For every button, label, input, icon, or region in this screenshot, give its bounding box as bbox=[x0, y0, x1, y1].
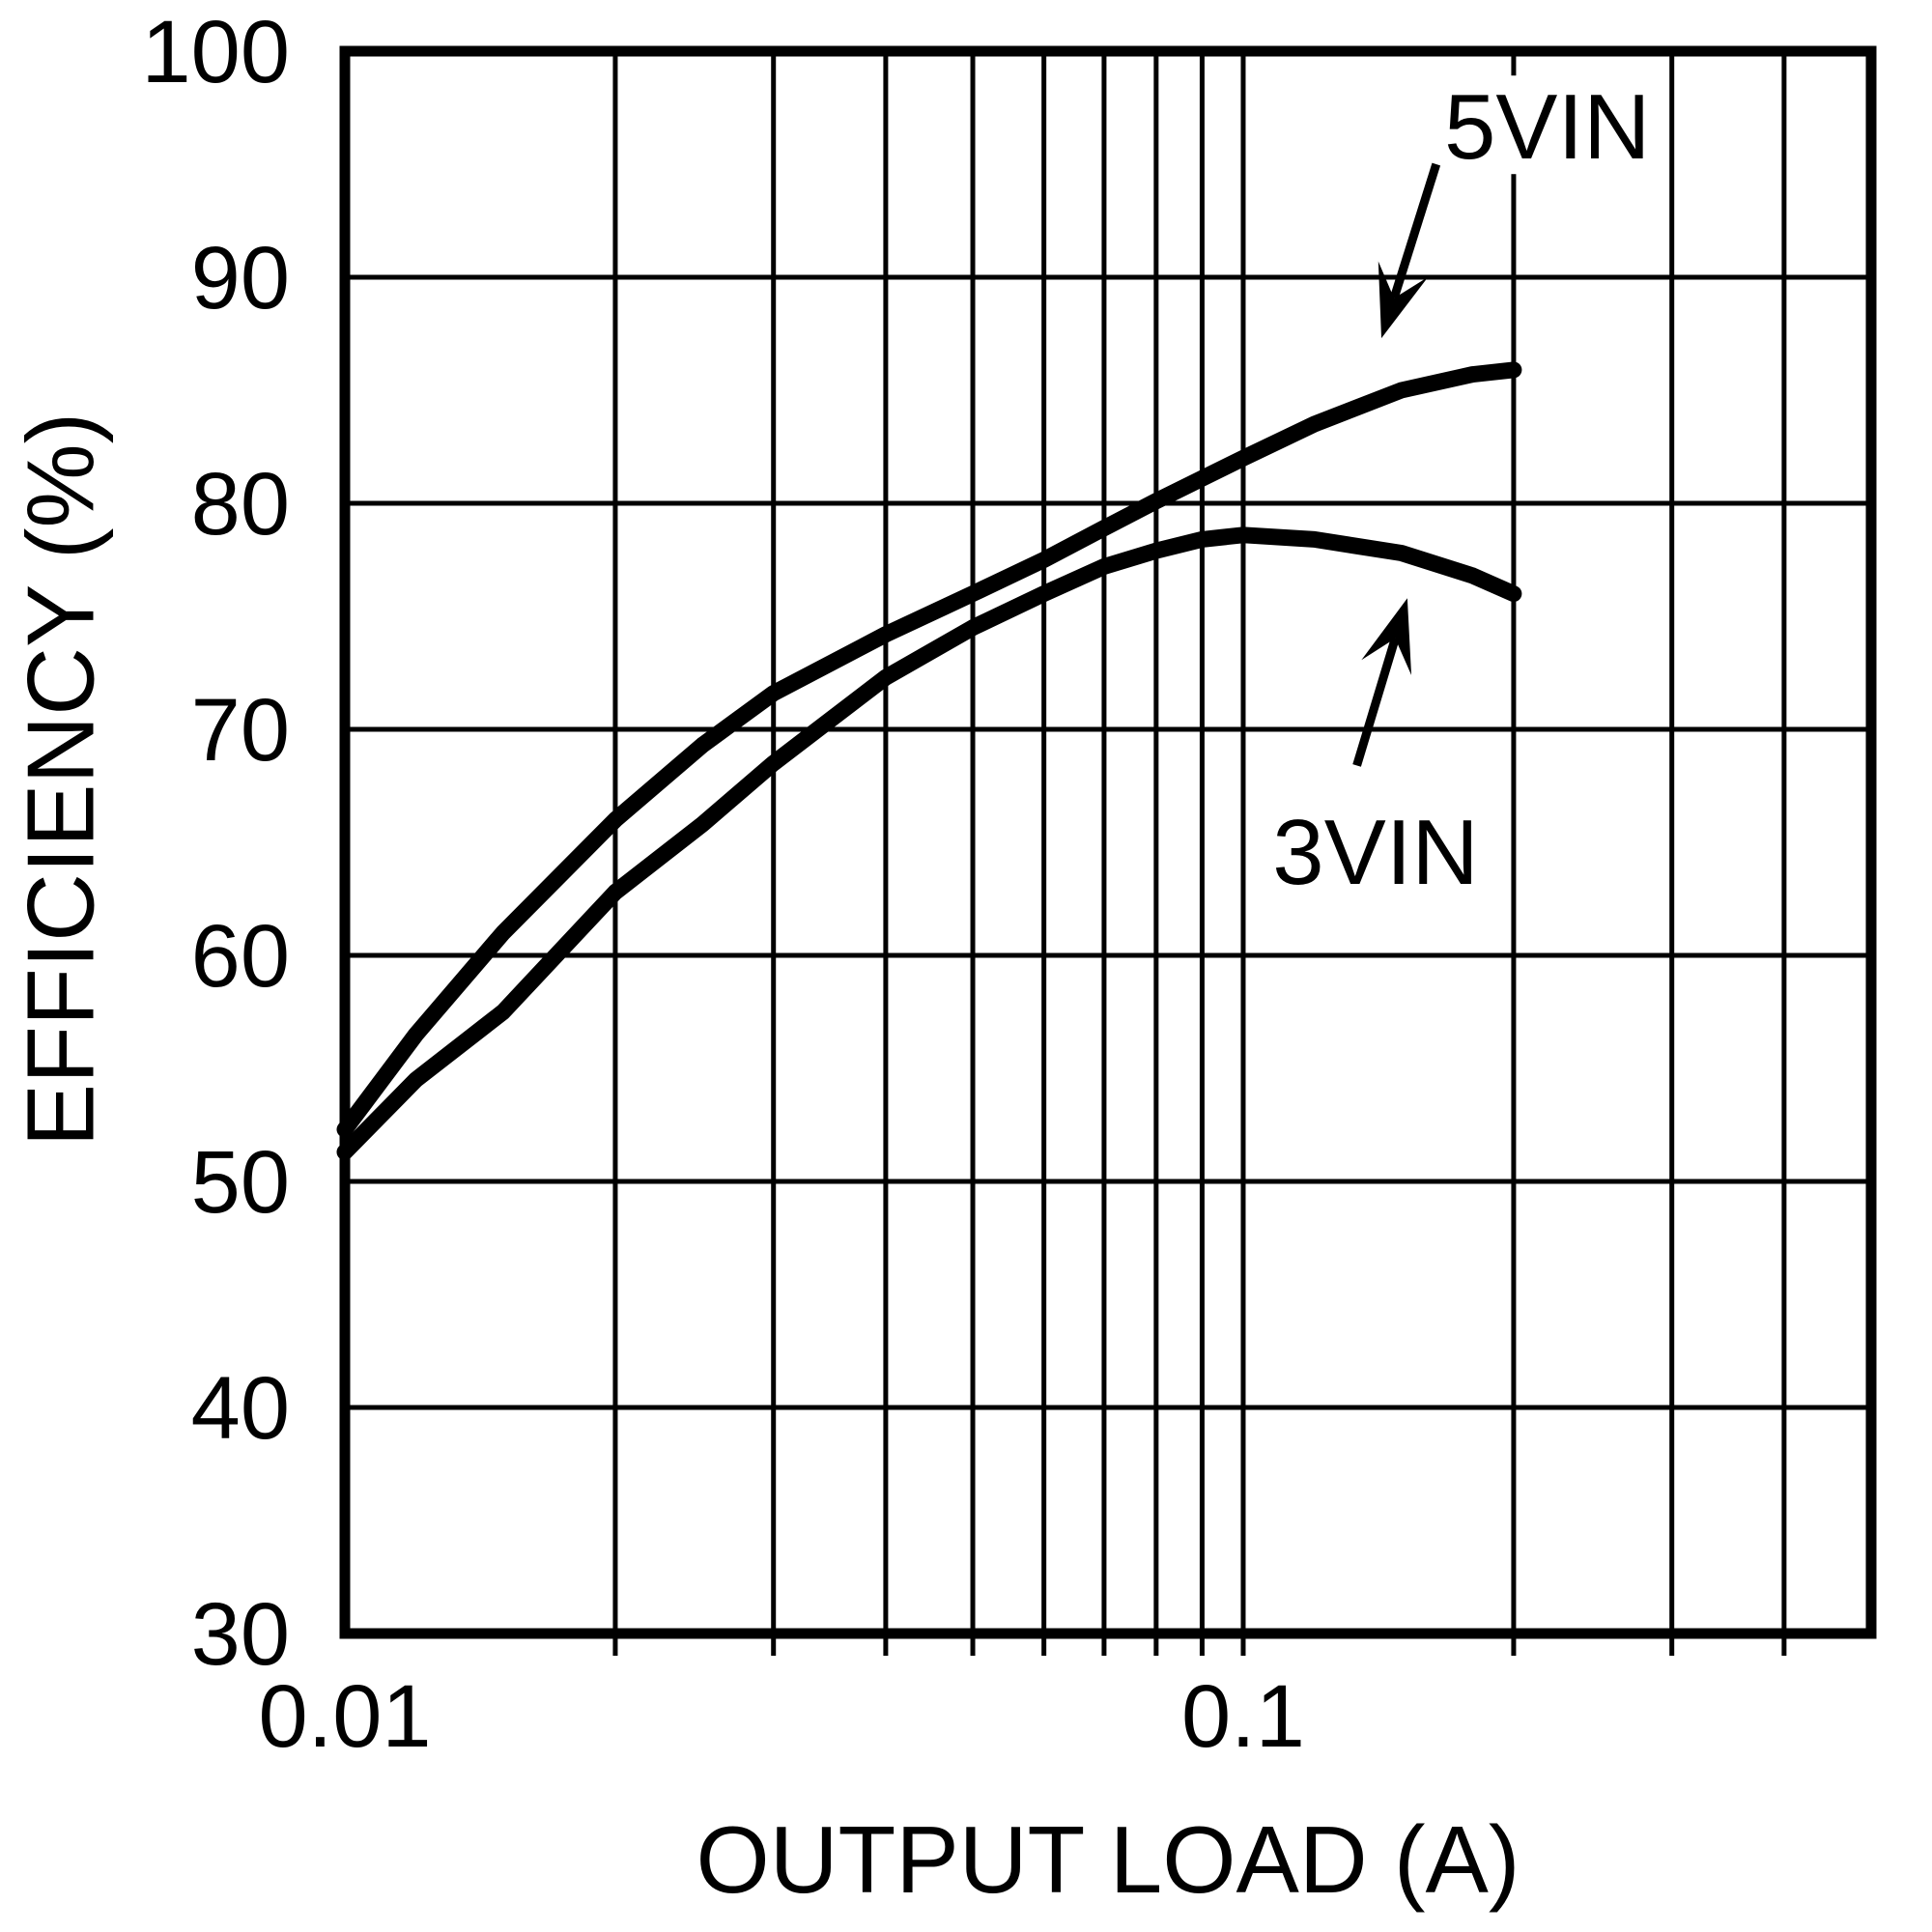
y-tick-label-60: 60 bbox=[191, 907, 290, 1006]
y-tick-label-90: 90 bbox=[191, 229, 290, 327]
label-halo-3vin bbox=[1264, 801, 1488, 900]
y-tick-label-70: 70 bbox=[191, 681, 290, 780]
grid-layer bbox=[339, 45, 1877, 1656]
curve-5vin bbox=[336, 361, 1522, 1138]
arrow-head-3vin bbox=[1361, 598, 1412, 675]
label-halo-5vin bbox=[1435, 75, 1659, 175]
y-tick-label-30: 30 bbox=[191, 1585, 290, 1684]
series-label-3vin: 3VIN bbox=[1272, 801, 1478, 904]
x-tick-label-0.01: 0.01 bbox=[258, 1667, 431, 1766]
plot-border bbox=[339, 45, 1877, 1639]
arrow-shaft-5vin bbox=[1389, 162, 1441, 300]
x-axis-title: OUTPUT LOAD (A) bbox=[696, 1806, 1520, 1913]
axis-title-layer: OUTPUT LOAD (A) EFFICIENCY (%) bbox=[7, 412, 1520, 1913]
x-tick-label-0.1: 0.1 bbox=[1181, 1667, 1305, 1766]
curve-3vin bbox=[336, 526, 1522, 1161]
y-tick-label-40: 40 bbox=[191, 1359, 290, 1458]
y-tick-label-80: 80 bbox=[191, 455, 290, 554]
series-label-5vin: 5VIN bbox=[1444, 75, 1650, 179]
y-axis-title: EFFICIENCY (%) bbox=[7, 412, 113, 1147]
arrow-head-5vin bbox=[1378, 261, 1429, 339]
arrow-shaft-3vin bbox=[1352, 637, 1400, 767]
tick-label-layer: 100 90 80 70 60 50 40 300.01 0.1 bbox=[142, 3, 1305, 1766]
curves-layer bbox=[336, 361, 1522, 1161]
y-tick-label-50: 50 bbox=[191, 1133, 290, 1232]
y-tick-label-100: 100 bbox=[142, 3, 291, 101]
annotation-layer: 5VIN 3VIN bbox=[1264, 75, 1659, 904]
